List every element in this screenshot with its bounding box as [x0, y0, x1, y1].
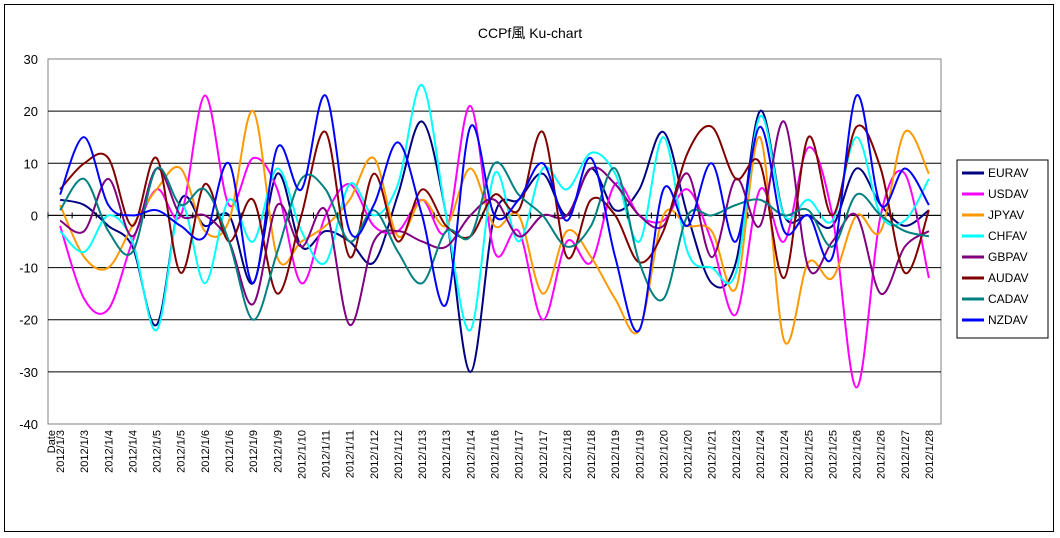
series-lines [59, 84, 930, 389]
legend: EURAV USDAV JPYAV CHFAV GBPAV AUDAV CADAV NZDAV [956, 159, 1049, 339]
x-tick-label: 2012/1/11 [345, 430, 357, 478]
legend-label: JPYAV [988, 208, 1024, 222]
legend-label: NZDAV [988, 313, 1028, 327]
legend-label: EURAV [988, 166, 1028, 180]
chart-title: CCPf風 Ku-chart [478, 25, 582, 41]
x-tick-label: 2012/1/27 [900, 430, 912, 479]
legend-label: GBPAV [988, 250, 1028, 264]
x-tick-label: 2012/1/25 [803, 430, 815, 479]
x-tick-label: 2012/1/3 [55, 430, 67, 473]
x-tick-label: 2012/1/24 [779, 430, 791, 479]
series-line-nzdav [59, 94, 930, 333]
x-tick-label: 2012/1/10 [296, 430, 308, 479]
y-tick-label: -30 [19, 365, 38, 380]
x-tick-label: 2012/1/16 [490, 430, 502, 479]
y-tick-label: -20 [19, 313, 38, 328]
x-tick-label: 2012/1/18 [562, 430, 574, 479]
x-tick-label: 2012/1/13 [417, 430, 429, 479]
x-tick-label: 2012/1/28 [924, 430, 936, 479]
x-tick-label: 2012/1/12 [369, 430, 381, 479]
x-tick-label: 2012/1/4 [103, 430, 115, 473]
legend-label: CADAV [988, 292, 1028, 306]
x-axis-label: Date [46, 430, 58, 453]
x-tick-label: 2012/1/12 [393, 430, 405, 479]
x-tick-label: 2012/1/26 [852, 430, 864, 479]
x-tick-label: 2012/1/23 [731, 430, 743, 479]
x-tick-label: 2012/1/25 [827, 430, 839, 479]
x-tick-label: 2012/1/6 [200, 430, 212, 473]
x-tick-label: 2012/1/9 [272, 430, 284, 473]
x-tick-label: 2012/1/20 [683, 430, 695, 479]
x-tick-label: 2012/1/9 [248, 430, 260, 473]
x-tick-label: 2012/1/13 [441, 430, 453, 479]
x-tick-label: 2012/1/5 [176, 430, 188, 473]
legend-box [956, 159, 1049, 339]
x-tick-label: 2012/1/17 [538, 430, 550, 479]
plot-area [47, 58, 942, 425]
series-line-chfav [59, 84, 930, 332]
x-tick-label: 2012/1/19 [610, 430, 622, 479]
y-axis: -40 -30 -20 -10 0 10 20 30 [19, 52, 38, 432]
legend-label: USDAV [988, 187, 1028, 201]
y-tick-label: -40 [19, 417, 38, 432]
x-tick-label: 2012/1/20 [658, 430, 670, 479]
x-tick-label: 2012/1/11 [321, 430, 333, 478]
x-tick-label: 2012/1/17 [514, 430, 526, 479]
y-tick-label: 30 [24, 52, 38, 67]
x-tick-label: 2012/1/26 [876, 430, 888, 479]
x-tick-label: 2012/1/24 [755, 430, 767, 479]
legend-label: CHFAV [988, 229, 1027, 243]
x-tick-label: 2012/1/4 [127, 430, 139, 473]
legend-label: AUDAV [988, 271, 1028, 285]
x-tick-label: 2012/1/19 [634, 430, 646, 479]
y-tick-label: 20 [24, 104, 38, 119]
y-tick-label: 0 [31, 208, 38, 223]
x-tick-label: 2012/1/14 [465, 430, 477, 479]
x-tick-label: 2012/1/18 [586, 430, 598, 479]
y-tick-label: -10 [19, 261, 38, 276]
x-tick-label: 2012/1/5 [152, 430, 164, 473]
series-line-cadav [59, 161, 930, 321]
x-tick-label: 2012/1/6 [224, 430, 236, 473]
y-tick-label: 10 [24, 156, 38, 171]
x-axis: 2012/1/3 2012/1/3 2012/1/4 2012/1/4 2012/1/5… [47, 212, 936, 479]
series-line-audav [59, 124, 930, 295]
x-tick-label: 2012/1/21 [707, 430, 719, 479]
x-tick-label: 2012/1/3 [79, 430, 91, 473]
